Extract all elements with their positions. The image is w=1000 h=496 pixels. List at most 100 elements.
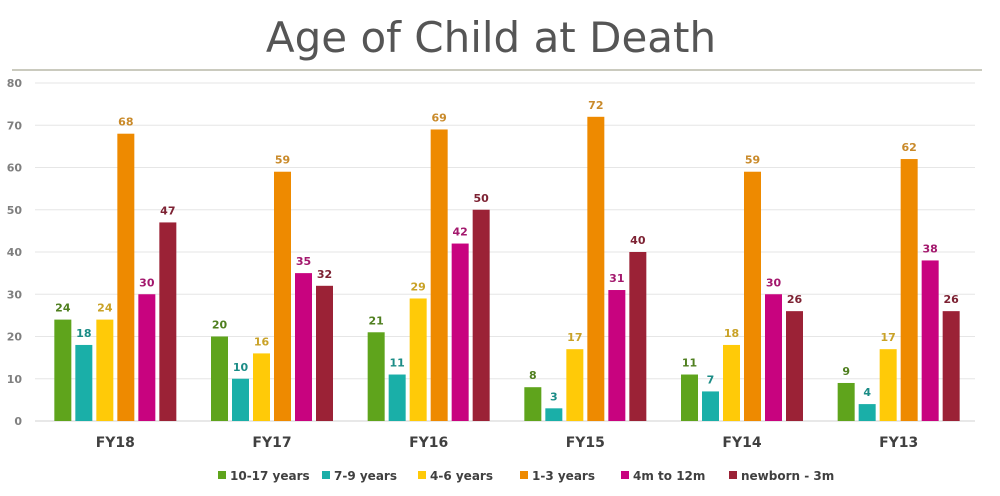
y-tick-label: 40 [7,246,23,259]
data-label: 30 [766,276,782,289]
bar [942,311,960,421]
data-label: 20 [212,319,228,332]
bar [629,252,647,421]
bar [472,209,490,421]
bar [744,171,761,421]
legend-swatch [418,471,426,479]
data-label: 16 [254,335,270,348]
legend-swatch [322,471,330,479]
data-label: 24 [55,302,71,315]
legend-swatch [621,471,629,479]
data-label: 50 [474,192,490,205]
data-label: 8 [529,369,537,382]
data-label: 9 [842,365,850,378]
data-label: 3 [550,390,558,403]
bar [232,378,249,421]
bar [117,133,135,421]
bar [608,290,626,421]
y-tick-label: 20 [7,331,23,344]
data-label: 29 [411,280,426,293]
data-label: 24 [97,302,113,315]
y-tick-label: 10 [7,373,23,386]
legend-swatch [520,471,528,479]
bar [786,311,803,421]
bar [211,336,228,421]
bar [921,260,939,421]
data-label: 59 [745,154,760,167]
bar [253,353,270,421]
data-label: 18 [724,327,739,340]
data-label: 4 [863,386,871,399]
data-label: 18 [76,327,91,340]
data-label: 62 [902,141,917,154]
bar [451,243,469,421]
y-tick-label: 80 [7,77,23,90]
data-label: 40 [630,234,646,247]
data-label: 26 [944,293,960,306]
y-tick-label: 70 [7,119,23,132]
legend-label: 7-9 years [334,469,397,483]
data-label: 7 [707,373,715,386]
bar [96,319,114,421]
legend-swatch [729,471,737,479]
data-label: 38 [923,242,938,255]
data-label: 31 [609,272,624,285]
legend-label: 4-6 years [430,469,493,483]
data-label: 68 [118,116,133,129]
bar [566,349,584,421]
bar [702,391,719,421]
bar [430,129,448,421]
y-tick-label: 60 [7,162,23,175]
bar [295,273,312,421]
chart-title: Age of Child at Death [266,13,716,62]
y-tick-label: 50 [7,204,23,217]
data-label: 26 [787,293,803,306]
x-tick-label: FY16 [409,435,448,451]
y-tick-label: 30 [7,288,23,301]
bar [587,116,605,422]
data-label: 69 [432,111,447,124]
data-label: 47 [160,204,175,217]
bar [524,387,542,421]
y-tick-label: 0 [14,415,22,428]
bar [900,159,918,422]
legend-swatch [218,471,226,479]
data-label: 10 [233,361,249,374]
bar [765,294,782,421]
data-label: 72 [588,99,603,112]
bar [54,319,72,421]
bar [316,285,333,421]
bar [138,294,156,421]
data-label: 42 [453,226,468,239]
bar [274,171,291,421]
bar [723,344,740,421]
data-label: 17 [881,331,896,344]
x-tick-label: FY17 [252,435,291,451]
data-label: 11 [682,357,697,370]
x-tick-label: FY15 [566,435,605,451]
bar [409,298,427,421]
bar [837,382,855,421]
data-label: 21 [369,314,384,327]
bar [858,404,876,421]
data-label: 35 [296,255,311,268]
x-tick-label: FY14 [722,435,761,451]
x-tick-label: FY13 [879,435,918,451]
bar [545,408,563,421]
legend-label: 10-17 years [230,469,310,483]
x-tick-label: FY18 [96,435,135,451]
data-label: 32 [317,268,332,281]
bar [367,332,385,421]
bar [159,222,177,421]
legend-label: newborn - 3m [741,469,834,483]
bar [75,344,93,421]
data-label: 11 [390,357,405,370]
data-label: 59 [275,154,290,167]
bar [879,349,897,421]
legend-label: 4m to 12m [633,469,705,483]
bar [681,374,698,421]
bar [388,374,406,421]
data-label: 30 [139,276,155,289]
data-label: 17 [567,331,582,344]
